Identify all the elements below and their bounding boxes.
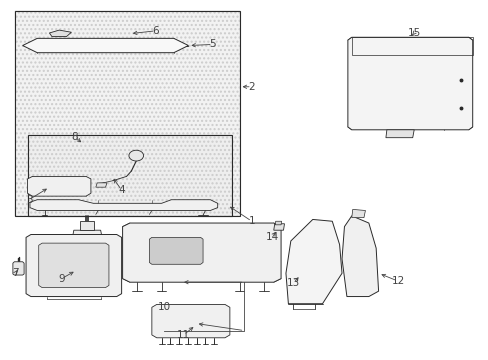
- Polygon shape: [71, 230, 103, 243]
- Polygon shape: [26, 234, 122, 297]
- Text: 11: 11: [177, 330, 190, 340]
- Bar: [27, 135, 232, 216]
- Polygon shape: [285, 220, 341, 304]
- Text: 3: 3: [25, 195, 32, 205]
- Polygon shape: [122, 223, 281, 282]
- Text: 9: 9: [58, 274, 65, 284]
- Text: 6: 6: [152, 26, 159, 36]
- Polygon shape: [80, 221, 94, 230]
- Text: 5: 5: [209, 40, 216, 49]
- Text: 1: 1: [248, 216, 255, 226]
- Polygon shape: [347, 37, 472, 130]
- Text: 7: 7: [12, 268, 19, 278]
- Polygon shape: [13, 262, 24, 275]
- Text: 13: 13: [286, 278, 299, 288]
- Polygon shape: [275, 221, 281, 225]
- Bar: [351, 37, 472, 55]
- Text: 8: 8: [71, 132, 78, 142]
- Text: 14: 14: [265, 232, 278, 242]
- Text: 15: 15: [407, 28, 420, 38]
- Polygon shape: [385, 130, 413, 138]
- Polygon shape: [49, 30, 71, 37]
- Circle shape: [129, 150, 143, 161]
- Bar: [15, 12, 239, 216]
- Text: 10: 10: [157, 302, 170, 312]
- Polygon shape: [149, 237, 203, 264]
- Polygon shape: [351, 210, 365, 218]
- Polygon shape: [96, 183, 107, 187]
- Text: 4: 4: [118, 185, 124, 195]
- Bar: [15, 12, 239, 216]
- Polygon shape: [152, 305, 229, 338]
- Text: 2: 2: [248, 82, 255, 92]
- Polygon shape: [22, 39, 188, 53]
- Polygon shape: [341, 216, 378, 297]
- Polygon shape: [61, 243, 113, 250]
- Polygon shape: [30, 200, 217, 211]
- Polygon shape: [39, 243, 109, 288]
- Text: 12: 12: [391, 276, 404, 286]
- Polygon shape: [273, 224, 284, 230]
- Polygon shape: [27, 176, 91, 196]
- Bar: [27, 135, 232, 216]
